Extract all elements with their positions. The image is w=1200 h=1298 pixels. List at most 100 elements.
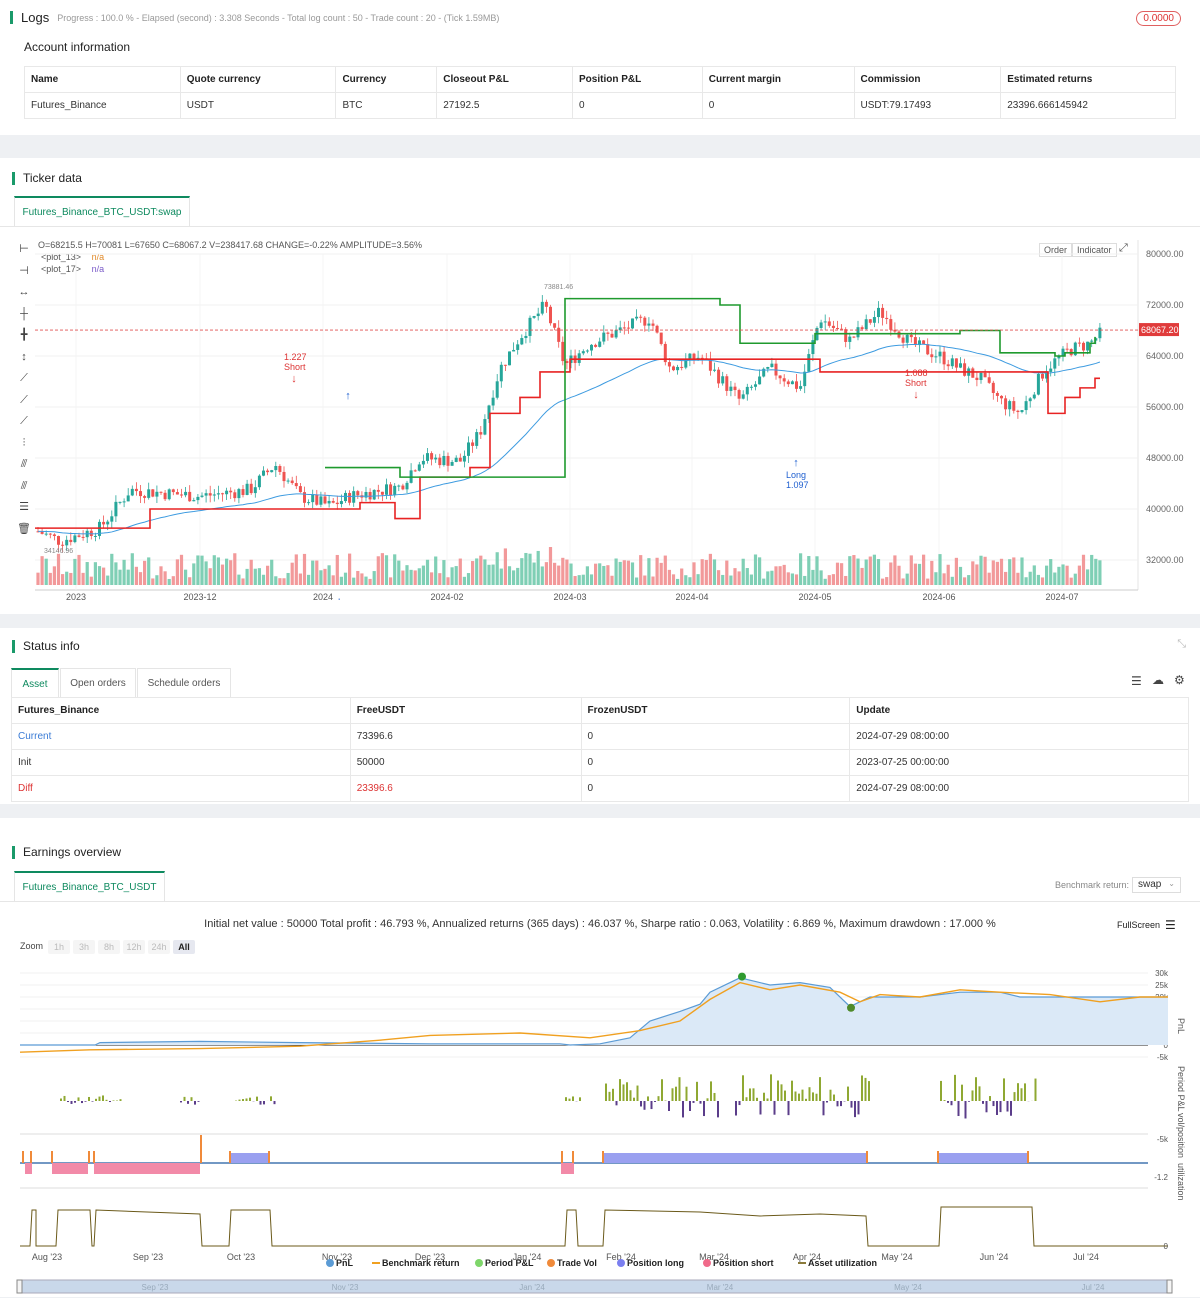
volume-bar bbox=[856, 559, 859, 585]
volume-bar bbox=[852, 555, 855, 585]
candle-body bbox=[389, 484, 392, 495]
volume-bar bbox=[496, 552, 499, 585]
volume-bar bbox=[414, 570, 417, 585]
candle-body bbox=[934, 356, 937, 357]
candle-body bbox=[217, 493, 220, 494]
volume-bar bbox=[1094, 559, 1097, 585]
benchmark-value: swap bbox=[1138, 879, 1161, 890]
collapse-icon[interactable]: ⤡ bbox=[1177, 638, 1186, 651]
zoom-24h-button[interactable]: 24h bbox=[148, 940, 170, 954]
period-pnl-bar bbox=[777, 1080, 779, 1101]
earnings-tab[interactable]: Futures_Binance_BTC_USDT bbox=[14, 871, 165, 901]
period-pnl-bar bbox=[609, 1092, 611, 1101]
volume-bar bbox=[647, 558, 650, 585]
volume-bar bbox=[606, 565, 609, 585]
zoom-1h-button[interactable]: 1h bbox=[48, 940, 70, 954]
candle-body bbox=[221, 493, 224, 494]
volume-bar bbox=[442, 560, 445, 585]
period-pnl-bar bbox=[717, 1101, 719, 1117]
period-pnl-bar bbox=[184, 1097, 186, 1101]
zoom-8h-button[interactable]: 8h bbox=[98, 940, 120, 954]
volume-bar bbox=[963, 577, 966, 585]
volume-bar bbox=[569, 564, 572, 585]
candle-body bbox=[406, 483, 409, 489]
legend-marker bbox=[703, 1259, 711, 1267]
trade-label: Long bbox=[338, 597, 358, 600]
candle-body bbox=[984, 373, 987, 377]
account-col-header: Name bbox=[25, 67, 181, 93]
volume-bar bbox=[512, 570, 515, 585]
period-pnl-bar bbox=[274, 1101, 276, 1104]
candle-body bbox=[401, 486, 404, 490]
trade-vol-bar bbox=[268, 1151, 270, 1163]
tab-asset[interactable]: Asset bbox=[11, 668, 59, 698]
list-icon[interactable]: ☰ bbox=[1131, 674, 1142, 688]
candle-body bbox=[172, 489, 175, 492]
cloud-download-icon[interactable]: ☁ bbox=[1152, 673, 1164, 687]
candle-body bbox=[471, 442, 474, 445]
volume-bar bbox=[676, 579, 679, 585]
period-pnl-bar bbox=[1010, 1101, 1012, 1116]
period-pnl-bar bbox=[972, 1090, 974, 1101]
ticker-title: Ticker data bbox=[23, 171, 82, 185]
tab-schedule-orders[interactable]: Schedule orders bbox=[137, 668, 231, 698]
candle-body bbox=[955, 358, 958, 367]
tab-open-orders[interactable]: Open orders bbox=[60, 668, 136, 698]
candle-body bbox=[734, 387, 737, 390]
candle-body bbox=[766, 367, 769, 369]
candle-body bbox=[885, 318, 888, 319]
volume-bar bbox=[627, 561, 630, 585]
period-pnl-bar bbox=[619, 1079, 621, 1101]
period-pnl-bar bbox=[612, 1089, 614, 1101]
volume-bar bbox=[615, 558, 618, 585]
volume-bar bbox=[422, 566, 425, 585]
trade-vol-bar bbox=[1027, 1151, 1029, 1163]
volume-bar bbox=[348, 554, 351, 585]
menu-icon[interactable]: ☰ bbox=[1165, 918, 1176, 932]
candle-body bbox=[865, 319, 868, 329]
candle-body bbox=[65, 540, 68, 545]
volume-bar bbox=[1066, 566, 1069, 585]
candle-body bbox=[184, 492, 187, 495]
candle-body bbox=[996, 393, 999, 396]
volume-bar bbox=[955, 558, 958, 585]
gear-icon[interactable]: ⚙ bbox=[1174, 673, 1185, 687]
fullscreen-button[interactable]: FullScreen bbox=[1117, 920, 1160, 930]
volume-bar bbox=[200, 556, 203, 585]
volume-bar bbox=[369, 579, 372, 585]
zoom-All-button[interactable]: All bbox=[173, 940, 195, 954]
volume-bar bbox=[389, 577, 392, 585]
candle-body bbox=[496, 381, 499, 397]
volume-bar bbox=[393, 554, 396, 585]
status-cell: 2024-07-29 08:00:00 bbox=[850, 776, 1189, 802]
zoom-3h-button[interactable]: 3h bbox=[73, 940, 95, 954]
volume-bar bbox=[684, 575, 687, 585]
period-pnl-bar bbox=[672, 1088, 674, 1101]
candle-body bbox=[578, 353, 581, 363]
legend-label: Asset utilization bbox=[808, 1258, 877, 1268]
candle-body bbox=[779, 376, 782, 379]
period-pnl-bar bbox=[616, 1101, 618, 1105]
volume-bar bbox=[53, 566, 56, 585]
candle-body bbox=[315, 494, 318, 504]
candle-body bbox=[729, 387, 732, 391]
status-title: Status info bbox=[23, 639, 80, 653]
volume-bar bbox=[754, 554, 757, 585]
volume-bar bbox=[1053, 573, 1056, 585]
ticker-tab[interactable]: Futures_Binance_BTC_USDT:swap bbox=[14, 196, 190, 226]
volume-bar bbox=[672, 574, 675, 585]
zoom-12h-button[interactable]: 12h bbox=[123, 940, 145, 954]
volume-bar bbox=[1078, 566, 1081, 585]
candle-body bbox=[951, 358, 954, 366]
candle-body bbox=[541, 302, 544, 314]
candle-body bbox=[746, 387, 749, 394]
volume-bar bbox=[1004, 572, 1007, 585]
benchmark-select[interactable]: swap⌄ bbox=[1132, 877, 1181, 893]
candle-body bbox=[328, 501, 331, 503]
volume-bar bbox=[881, 579, 884, 585]
position-long-block bbox=[229, 1153, 270, 1163]
volume-bar bbox=[118, 570, 121, 585]
volume-bar bbox=[217, 557, 220, 585]
period-pnl-bar bbox=[81, 1101, 83, 1103]
volume-bar bbox=[1086, 569, 1089, 585]
